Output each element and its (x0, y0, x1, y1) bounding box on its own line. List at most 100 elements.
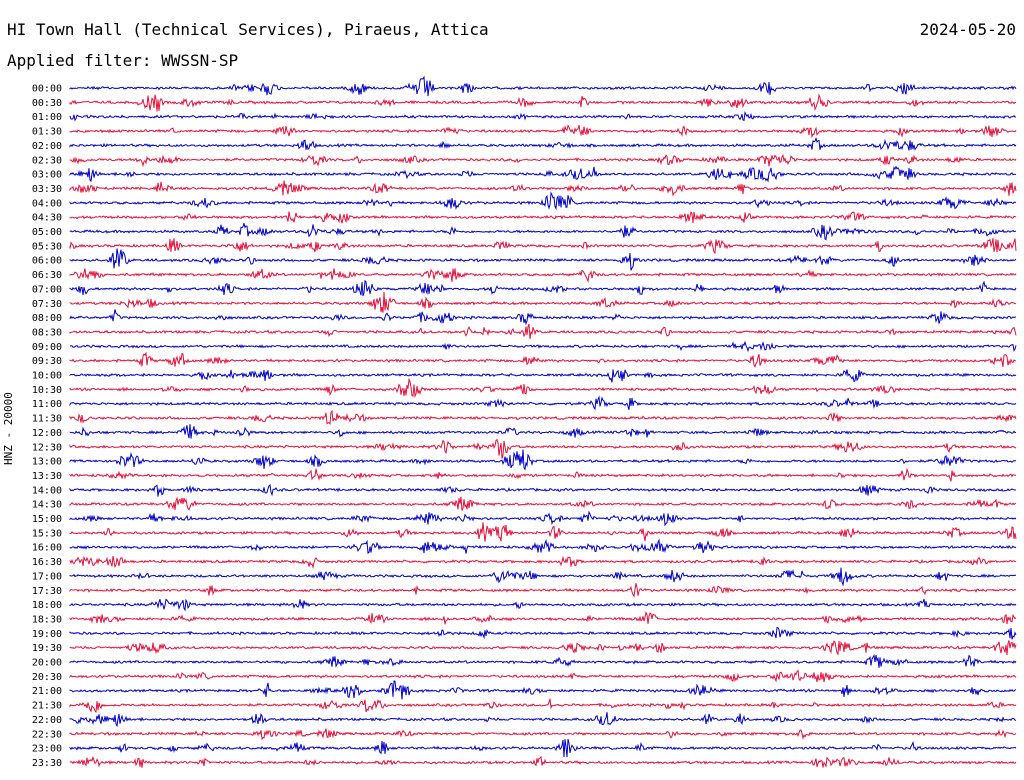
seismic-trace-row (69, 136, 1017, 151)
row-time-label: 14:30 (32, 500, 62, 511)
seismic-trace-row (69, 340, 1017, 353)
seismic-trace-row (69, 680, 1017, 700)
row-time-label: 03:00 (32, 170, 62, 181)
row-time-label: 05:00 (32, 227, 62, 238)
seismic-trace-row (69, 538, 1017, 555)
seismic-trace-row (69, 377, 1017, 398)
row-time-label: 04:00 (32, 198, 62, 209)
seismic-trace-row (69, 222, 1016, 241)
row-time-label: 20:30 (32, 672, 62, 683)
row-time-label: 03:30 (32, 184, 62, 195)
seismic-trace-row (69, 238, 1017, 255)
seismic-trace-row (69, 669, 1017, 683)
seismic-trace-row (69, 610, 1017, 625)
row-time-label: 02:00 (32, 141, 62, 152)
seismic-trace-row (69, 291, 1017, 313)
seismic-trace-row (69, 210, 1017, 224)
seismic-trace-row (69, 583, 1017, 598)
seismic-trace-row (69, 755, 1017, 768)
row-time-label: 07:00 (32, 284, 62, 295)
seismic-trace-row (69, 712, 1017, 728)
row-time-label: 22:30 (32, 729, 62, 740)
seismic-trace-row (69, 483, 1017, 497)
seismic-trace-row (69, 424, 1017, 439)
seismic-trace-row (69, 351, 1017, 368)
seismic-trace-row (69, 165, 1017, 183)
row-time-label: 16:30 (32, 557, 62, 568)
seismic-trace-row (69, 409, 1017, 425)
seismic-trace-row (69, 438, 1017, 459)
seismic-trace-row (69, 124, 1017, 139)
seismic-trace-row (69, 640, 1017, 656)
seismic-trace-row (69, 248, 1017, 271)
row-time-label: 21:30 (32, 701, 62, 712)
row-time-label: 17:00 (32, 571, 62, 582)
row-time-label: 15:00 (32, 514, 62, 525)
row-time-label: 19:00 (32, 629, 62, 640)
row-time-label: 20:00 (32, 658, 62, 669)
row-time-label: 22:00 (32, 715, 62, 726)
row-time-label: 13:30 (32, 471, 62, 482)
row-time-label: 07:30 (32, 299, 62, 310)
row-time-label: 16:00 (32, 543, 62, 554)
row-time-label: 06:30 (32, 270, 62, 281)
seismic-trace-row (69, 323, 1017, 339)
row-time-label: 18:30 (32, 614, 62, 625)
row-time-label: 10:00 (32, 371, 62, 382)
row-time-label: 12:30 (32, 442, 62, 453)
row-time-label: 09:30 (32, 356, 62, 367)
row-time-label: 17:30 (32, 586, 62, 597)
row-time-label: 23:30 (32, 758, 62, 769)
row-time-label: 15:30 (32, 528, 62, 539)
row-time-label: 21:00 (32, 686, 62, 697)
row-time-label: 11:30 (32, 414, 62, 425)
row-time-label: 18:00 (32, 600, 62, 611)
filter-label: Applied filter: WWSSN-SP (7, 51, 239, 70)
seismic-trace-row (69, 467, 1017, 482)
row-time-label: 19:30 (32, 643, 62, 654)
seismic-trace-row (69, 555, 1017, 570)
seismic-trace-row (69, 653, 1017, 668)
seismic-trace-row (69, 627, 1017, 640)
row-time-label: 04:30 (32, 213, 62, 224)
row-time-label: 00:30 (32, 98, 62, 109)
row-time-label: 00:00 (32, 84, 62, 95)
seismic-trace-row (69, 522, 1017, 542)
row-time-label: 08:00 (32, 313, 62, 324)
seismic-trace-row (69, 369, 1017, 383)
seismic-trace-row (69, 309, 1017, 326)
seismic-trace-row (69, 496, 1017, 511)
row-time-label: 08:30 (32, 327, 62, 338)
seismic-trace-row (69, 93, 1017, 112)
seismic-trace-row (69, 449, 1017, 471)
row-time-label: 01:00 (32, 112, 62, 123)
seismic-trace-row (69, 598, 1017, 612)
row-time-label: 06:00 (32, 256, 62, 267)
row-time-label: 09:00 (32, 342, 62, 353)
seismic-trace-row (69, 268, 1017, 283)
seismic-trace-row (69, 510, 1017, 527)
seismic-trace-row (69, 738, 1017, 758)
row-time-label: 10:30 (32, 385, 62, 396)
seismic-trace-row (69, 567, 1017, 587)
seismic-trace-row (69, 698, 1017, 714)
row-time-label: 02:30 (32, 155, 62, 166)
row-time-label: 12:00 (32, 428, 62, 439)
seismic-trace-row (69, 75, 1017, 97)
seismic-trace-row (69, 395, 1017, 411)
row-time-label: 23:00 (32, 744, 62, 755)
row-time-label: 14:00 (32, 485, 62, 496)
seismic-trace-row (69, 154, 1017, 168)
seismic-trace-row (69, 191, 1017, 211)
row-time-label: 11:00 (32, 399, 62, 410)
row-time-label: 01:30 (32, 127, 62, 138)
recording-date: 2024-05-20 (919, 20, 1016, 39)
station-title: HI Town Hall (Technical Services), Pirae… (7, 20, 489, 39)
seismic-trace-row (69, 180, 1017, 197)
row-time-label: 05:30 (32, 241, 62, 252)
row-time-label: 13:00 (32, 457, 62, 468)
seismic-trace-row (69, 279, 1017, 297)
seismic-trace-row (69, 110, 1017, 122)
seismic-trace-row (69, 728, 1017, 741)
